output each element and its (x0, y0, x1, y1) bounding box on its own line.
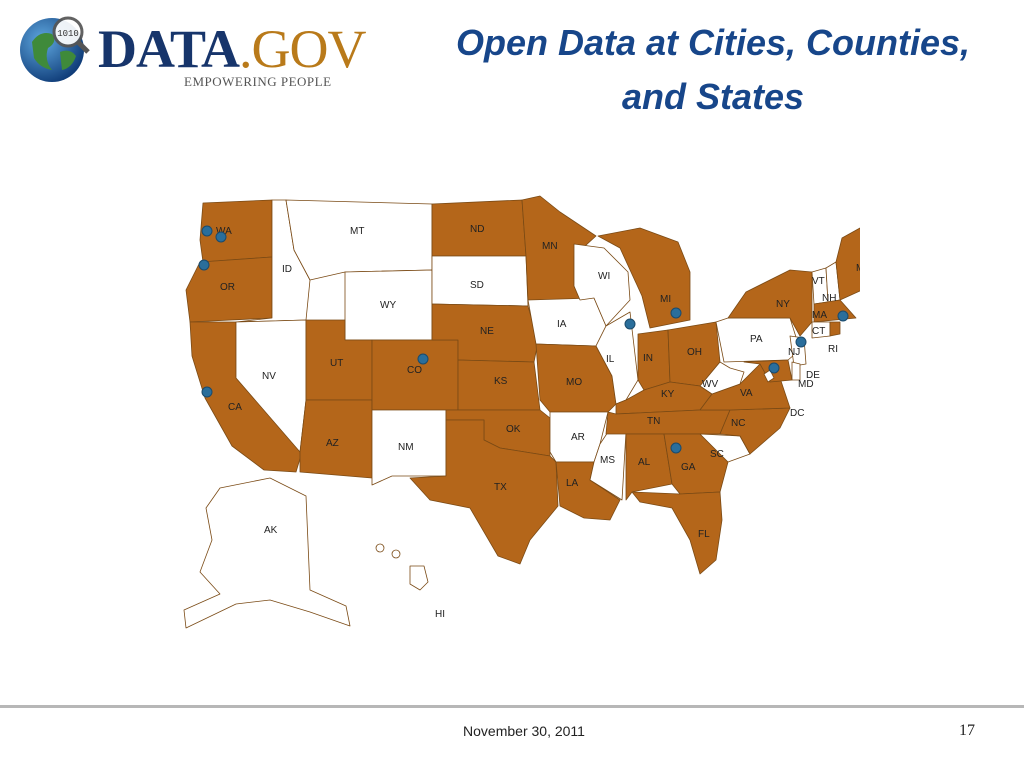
label-NJ: NJ (788, 347, 800, 358)
marker-san-francisco (201, 386, 213, 398)
label-LA: LA (566, 478, 579, 489)
label-GA: GA (681, 462, 696, 473)
state-WV (699, 361, 745, 395)
label-TX: TX (494, 482, 507, 493)
label-ND: ND (470, 224, 484, 235)
label-RI: RI (828, 344, 838, 355)
state-TX (409, 419, 559, 565)
label-HI: HI (435, 609, 445, 620)
marker-denver (417, 353, 429, 365)
footer-date: November 30, 2011 (463, 723, 585, 739)
state-MI (597, 227, 691, 329)
label-NC: NC (731, 418, 745, 429)
label-KY: KY (661, 389, 675, 400)
label-AL: AL (638, 457, 651, 468)
state-labels: WA OR CA ID NV MT WY UT AZ CO NM ND SD N… (216, 224, 860, 620)
label-MT: MT (350, 226, 364, 237)
label-MN: MN (542, 241, 558, 252)
label-IA: IA (557, 319, 567, 330)
state-AK (183, 477, 351, 629)
label-UT: UT (330, 358, 343, 369)
label-KS: KS (494, 376, 508, 387)
label-NM: NM (398, 442, 414, 453)
label-NV: NV (262, 371, 276, 382)
footer-divider (0, 705, 1024, 708)
hawaii-island-2 (391, 549, 401, 559)
label-MO: MO (566, 377, 582, 388)
label-MA: MA (812, 310, 827, 321)
label-NE: NE (480, 326, 494, 337)
marker-seattle (201, 225, 213, 237)
globe-digits: 1010 (57, 29, 79, 39)
marker-atlanta (670, 442, 682, 454)
state-HI (409, 565, 429, 591)
label-OK: OK (506, 424, 521, 435)
label-AR: AR (571, 432, 585, 443)
marker-boston (837, 310, 849, 322)
state-NM (371, 409, 447, 486)
logo-word-data: DATA (98, 19, 240, 79)
label-SD: SD (470, 280, 484, 291)
state-RI (829, 321, 841, 337)
label-WA: WA (216, 226, 232, 237)
label-WI: WI (598, 271, 610, 282)
state-AL (625, 433, 673, 501)
logo-tagline: EMPOWERING PEOPLE (184, 74, 332, 89)
marker-new-york (795, 336, 807, 348)
label-DC: DC (790, 408, 804, 419)
state-DE (791, 361, 801, 381)
city-markers (198, 225, 849, 454)
label-FL: FL (698, 529, 710, 540)
label-ME: ME (856, 263, 860, 274)
label-MS: MS (600, 455, 615, 466)
label-PA: PA (750, 334, 763, 345)
us-map: WA OR CA ID NV MT WY UT AZ CO NM ND SD N… (183, 195, 860, 629)
page-number: 17 (959, 722, 975, 739)
state-FL (631, 491, 723, 575)
label-NY: NY (776, 299, 790, 310)
globe-icon: 1010 (20, 16, 90, 82)
state-MT (285, 199, 433, 281)
label-ID: ID (282, 264, 292, 275)
label-VA: VA (740, 388, 753, 399)
label-IL: IL (606, 354, 615, 365)
label-DE: DE (806, 370, 820, 381)
label-AZ: AZ (326, 438, 339, 449)
state-AZ (299, 399, 373, 479)
title-line-2: and States (621, 76, 805, 117)
label-VT: VT (812, 276, 825, 287)
label-MI: MI (660, 294, 671, 305)
label-AK: AK (264, 525, 278, 536)
marker-tacoma (215, 231, 227, 243)
marker-portland (198, 259, 210, 271)
marker-detroit (670, 307, 682, 319)
label-CT: CT (812, 326, 825, 337)
logo-word-gov: .GOV (239, 19, 366, 79)
hawaii-island-1 (375, 543, 385, 553)
label-OR: OR (220, 282, 235, 293)
label-SC: SC (710, 449, 724, 460)
state-OR (185, 256, 273, 323)
data-gov-logo: 1010 DATA.GOV EMPOWERING PEOPLE (14, 8, 366, 90)
label-IN: IN (643, 353, 653, 364)
state-TN (605, 409, 731, 435)
state-IA (527, 297, 607, 347)
label-OH: OH (687, 347, 702, 358)
slide-title: Open Data at Cities, Counties, and State… (395, 16, 1024, 124)
marker-washington-dc (768, 362, 780, 374)
label-MD: MD (798, 379, 814, 390)
marker-chicago (624, 318, 636, 330)
state-NY (727, 269, 813, 337)
label-TN: TN (647, 416, 660, 427)
logo-wordmark: DATA.GOV (98, 22, 366, 76)
label-CA: CA (228, 402, 242, 413)
label-WV: WV (702, 379, 718, 390)
title-line-1: Open Data at Cities, Counties, (455, 22, 971, 63)
state-DC (763, 369, 775, 383)
label-WY: WY (380, 300, 396, 311)
label-NH: NH (822, 293, 836, 304)
label-CO: CO (407, 365, 422, 376)
